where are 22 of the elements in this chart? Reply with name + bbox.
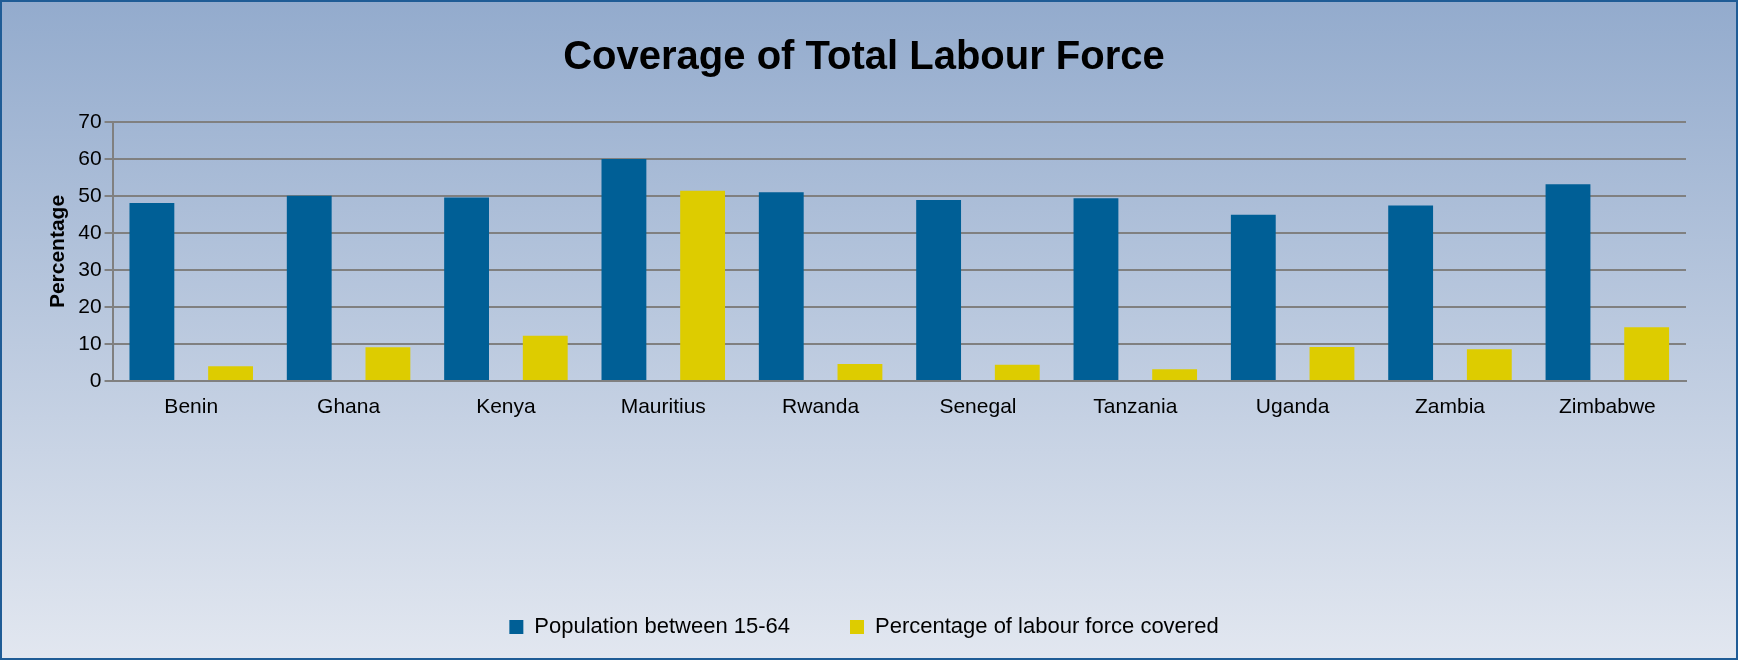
y-tick-label: 70 (78, 108, 102, 132)
chart-title: Coverage of Total Labour Force (563, 33, 1165, 78)
x-tick-label: Senegal (939, 394, 1017, 418)
x-tick-label: Zambia (1414, 394, 1486, 418)
y-tick-label: 10 (78, 330, 102, 354)
x-tick-label: Benin (164, 394, 219, 418)
y-tick-label: 60 (78, 145, 102, 169)
y-tick-label: 20 (78, 293, 102, 317)
x-tick-label: Uganda (1255, 394, 1330, 418)
legend-label: Percentage of labour force covered (874, 613, 1219, 639)
x-tick-label: Zimbabwe (1558, 394, 1656, 418)
y-tick-label: 30 (78, 256, 102, 280)
y-tick-label: 0 (89, 367, 102, 391)
x-tick-label: Ghana (317, 394, 381, 418)
x-tick-label: Kenya (476, 394, 537, 418)
x-tick-label: Tanzania (1093, 394, 1178, 418)
x-tick-label: Mauritius (620, 394, 706, 418)
y-axis-title: Percentage (45, 194, 69, 309)
y-tick-label: 40 (78, 219, 102, 243)
x-tick-label: Rwanda (782, 394, 860, 418)
y-tick-label: 50 (78, 182, 102, 206)
legend-label: Population between 15-64 (534, 613, 791, 639)
